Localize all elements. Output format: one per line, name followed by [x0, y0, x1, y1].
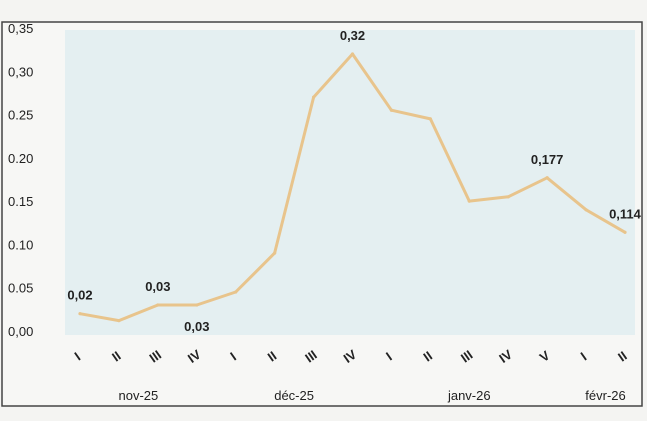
series-layer [78, 52, 627, 323]
data-point [78, 312, 82, 316]
data-label: 0,114 [609, 206, 642, 221]
y-tick-label: 0.25 [8, 108, 33, 123]
month-label: déc-25 [274, 388, 314, 403]
data-label: 0,03 [145, 279, 170, 294]
y-tick-label: 0.15 [8, 194, 33, 209]
data-point [623, 230, 627, 234]
data-label: 0,03 [184, 319, 209, 334]
data-label-layer: 0,02 0,03 0,03 0,32 0,177 0,114 [67, 28, 641, 334]
data-point [156, 303, 160, 307]
data-point [350, 52, 355, 56]
x-tick-label: I [578, 349, 590, 363]
data-point [467, 199, 471, 203]
data-point [506, 195, 510, 199]
x-tick-label: I [72, 349, 84, 363]
y-tick-label: 0,35 [8, 21, 33, 36]
y-tick-label: 0,30 [8, 64, 33, 79]
data-point [273, 251, 277, 255]
y-tick-label: 0.05 [8, 281, 33, 296]
y-tick-label: 0,00 [8, 324, 33, 339]
y-tick-label: 0.10 [8, 237, 33, 252]
data-point [584, 208, 588, 212]
data-point [428, 117, 432, 121]
data-point [195, 303, 199, 307]
month-label: févr-26 [585, 388, 625, 403]
data-label: 0,02 [67, 288, 92, 303]
y-tick-label: 0.20 [8, 151, 33, 166]
data-point [311, 95, 316, 99]
data-label: 0,177 [531, 152, 564, 167]
month-label: nov-25 [119, 388, 159, 403]
data-point [117, 319, 121, 323]
data-point [545, 176, 549, 180]
data-label: 0,32 [340, 28, 365, 43]
data-point [389, 108, 394, 112]
month-label: janv-26 [447, 388, 491, 403]
x-tick-label: I [227, 349, 239, 363]
data-point [234, 290, 238, 294]
x-tick-label: I [383, 349, 395, 363]
y-axis: 0,00 0.05 0.10 0.15 0.20 0.25 0,30 0,35 [8, 21, 33, 339]
